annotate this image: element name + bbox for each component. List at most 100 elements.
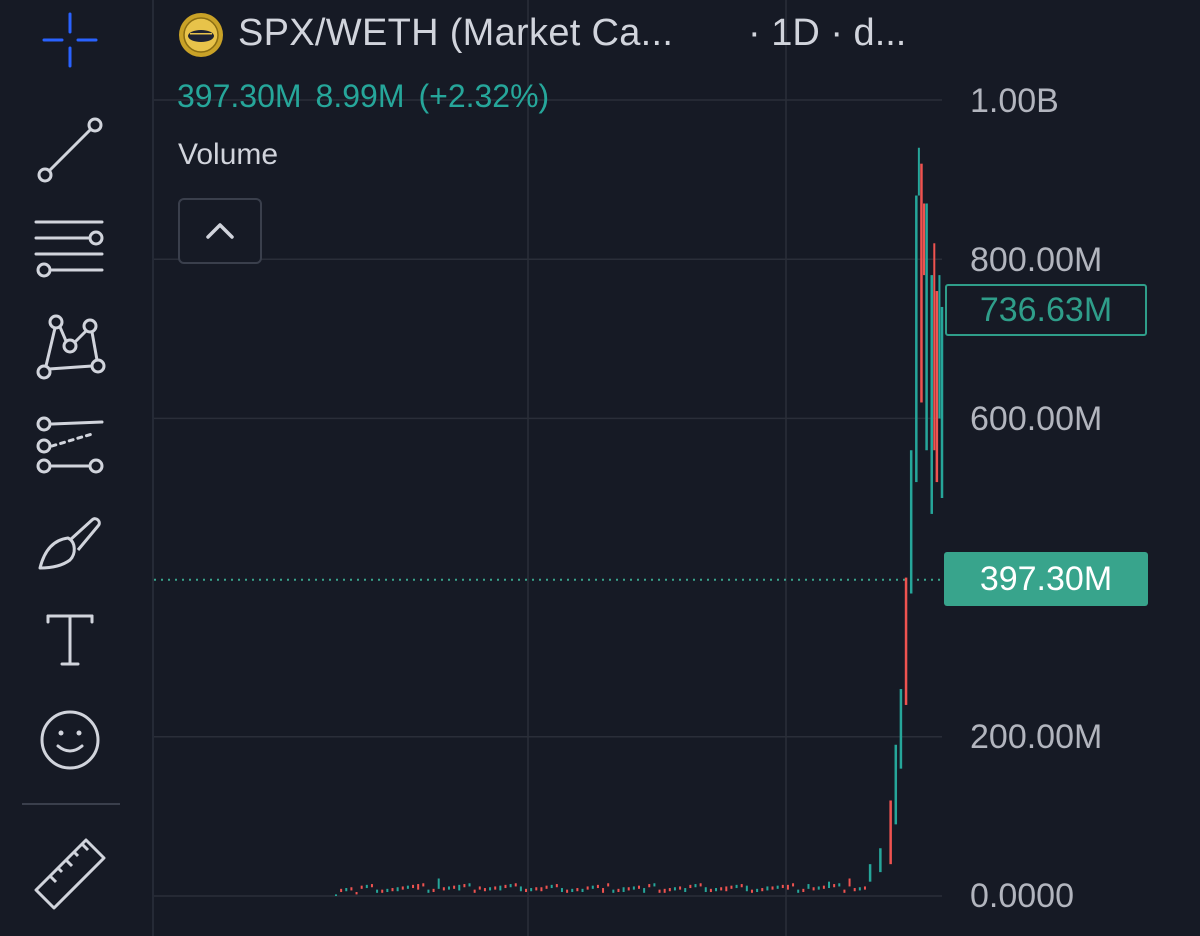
candle bbox=[335, 894, 337, 896]
candle bbox=[792, 883, 795, 887]
volume-label[interactable]: Volume bbox=[178, 138, 279, 171]
candle bbox=[663, 888, 666, 893]
candle bbox=[360, 885, 363, 889]
candle bbox=[586, 886, 589, 890]
candle bbox=[560, 888, 563, 893]
candle bbox=[478, 886, 481, 890]
candle bbox=[483, 888, 486, 892]
candle bbox=[504, 884, 507, 889]
brush-icon bbox=[38, 517, 101, 570]
candle bbox=[709, 888, 712, 893]
candle bbox=[376, 889, 379, 893]
candle bbox=[843, 889, 846, 893]
price-axis-label: 800.00M bbox=[970, 241, 1103, 279]
candle bbox=[802, 888, 805, 893]
pattern-tool-button[interactable] bbox=[20, 306, 120, 386]
emoji-tool-button[interactable] bbox=[20, 700, 120, 780]
candle bbox=[489, 887, 492, 891]
candle-wick bbox=[917, 147, 920, 196]
candle-wick bbox=[933, 243, 936, 451]
candle bbox=[673, 887, 676, 891]
candle bbox=[807, 884, 810, 889]
candle bbox=[745, 885, 748, 892]
brush-tool-button[interactable] bbox=[20, 502, 120, 582]
candle bbox=[899, 689, 903, 769]
ruler-icon bbox=[34, 838, 106, 910]
candle bbox=[771, 886, 774, 890]
candle bbox=[350, 887, 353, 891]
horizontal-lines-icon bbox=[34, 220, 104, 278]
candle bbox=[828, 881, 831, 889]
ruler-tool-button[interactable] bbox=[20, 834, 120, 914]
candle bbox=[401, 886, 404, 890]
text-tool-button[interactable] bbox=[20, 600, 120, 680]
candle bbox=[689, 884, 692, 889]
candle bbox=[422, 883, 425, 887]
candle bbox=[786, 884, 789, 890]
forecast-icon bbox=[36, 416, 104, 474]
candle bbox=[838, 883, 841, 887]
candle bbox=[704, 887, 707, 893]
trend-line-icon bbox=[37, 117, 103, 183]
candle bbox=[730, 885, 733, 889]
candle bbox=[797, 889, 800, 893]
candle bbox=[750, 889, 753, 893]
candle bbox=[370, 884, 373, 888]
candle bbox=[447, 886, 450, 890]
interval-label[interactable]: · 1D · d... bbox=[748, 12, 907, 54]
coin-logo bbox=[179, 13, 223, 57]
candle bbox=[530, 888, 533, 892]
candle bbox=[412, 884, 415, 889]
crosshair-tool-button[interactable] bbox=[20, 0, 120, 80]
candle bbox=[863, 886, 866, 890]
candle bbox=[566, 889, 569, 893]
legend-change-pct: (+2.32%) bbox=[418, 78, 550, 114]
candle bbox=[679, 886, 682, 890]
candle bbox=[514, 883, 517, 887]
symbol-title[interactable]: SPX/WETH (Market Ca... bbox=[238, 12, 674, 54]
candle bbox=[658, 889, 661, 893]
candle bbox=[853, 888, 856, 892]
forecast-tool-button[interactable] bbox=[20, 404, 120, 484]
candle bbox=[612, 889, 615, 893]
candle-wick bbox=[938, 275, 941, 419]
candle bbox=[519, 886, 522, 892]
candle bbox=[432, 888, 435, 893]
candle bbox=[468, 883, 471, 887]
candle bbox=[715, 888, 718, 892]
collapse-legend-button[interactable] bbox=[178, 198, 262, 264]
candle bbox=[473, 889, 476, 893]
candle bbox=[345, 888, 348, 892]
candle bbox=[915, 195, 918, 483]
candle bbox=[391, 888, 394, 892]
candle bbox=[509, 884, 512, 888]
candle bbox=[406, 885, 409, 889]
candle bbox=[930, 275, 933, 514]
candle bbox=[458, 884, 461, 891]
candle bbox=[648, 884, 651, 888]
candle bbox=[555, 884, 558, 888]
candle bbox=[437, 878, 440, 889]
candle bbox=[684, 888, 687, 893]
text-icon bbox=[46, 614, 94, 666]
chevron-up-icon bbox=[206, 223, 234, 239]
candle bbox=[920, 163, 923, 403]
toolbar-separator bbox=[22, 803, 120, 805]
candle bbox=[889, 800, 892, 865]
candle bbox=[632, 886, 635, 890]
candle bbox=[535, 887, 538, 891]
high-price-label: 736.63M bbox=[945, 284, 1147, 336]
candle bbox=[381, 889, 384, 893]
candle bbox=[396, 887, 399, 892]
horizontal-lines-tool-button[interactable] bbox=[20, 208, 120, 288]
candle bbox=[879, 848, 882, 873]
trend-line-tool-button[interactable] bbox=[20, 110, 120, 190]
candle bbox=[833, 884, 836, 888]
candle bbox=[858, 887, 861, 891]
candle bbox=[720, 887, 723, 891]
legend-values: 397.30M 8.99M (+2.32%) bbox=[177, 78, 563, 115]
candle bbox=[668, 888, 671, 892]
candle bbox=[540, 887, 543, 892]
